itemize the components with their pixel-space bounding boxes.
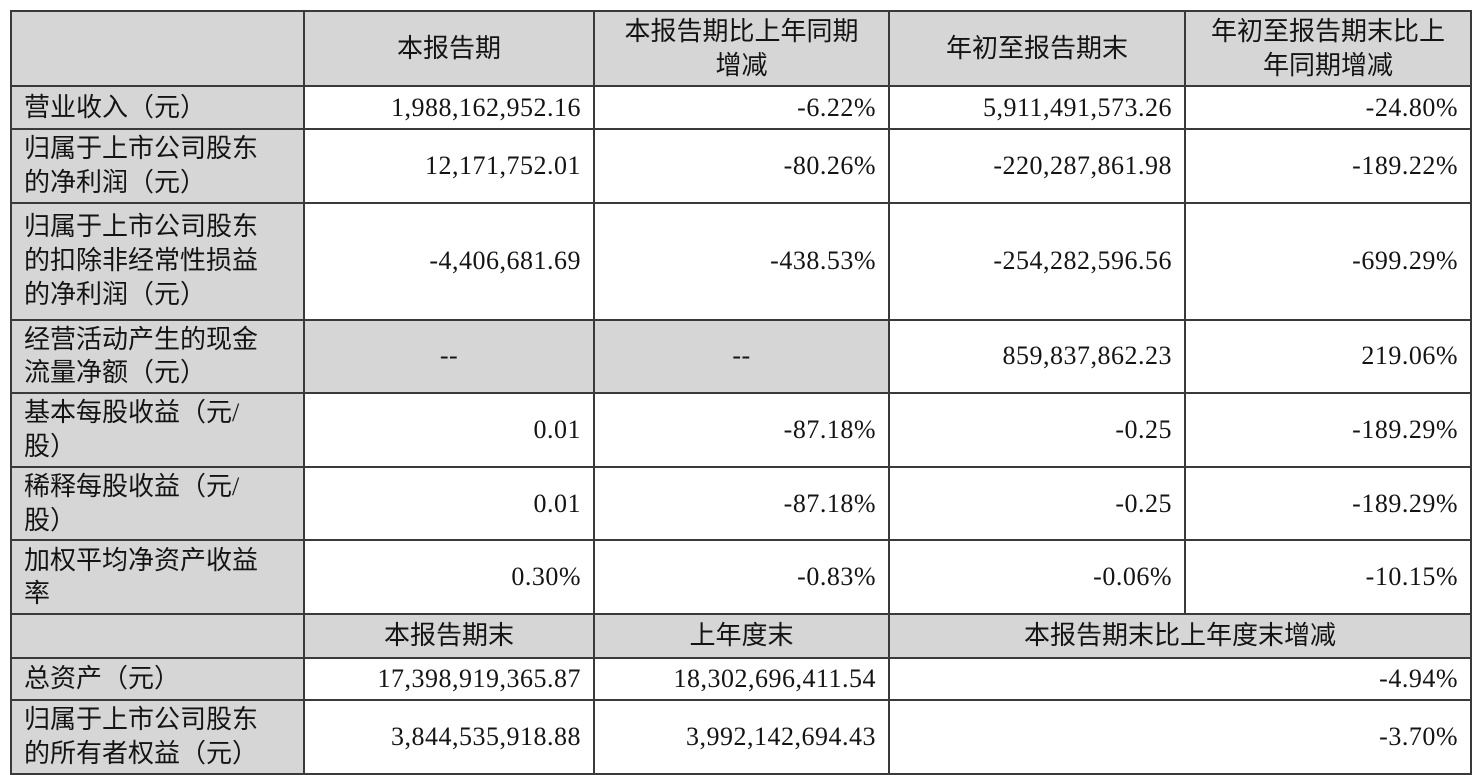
row-label: 稀释每股收益（元/ 股） bbox=[10, 465, 305, 542]
cell-value: 0.01 bbox=[303, 465, 595, 542]
table-row: 归属于上市公司股东 的扣除非经常性损益 的净利润（元） -4,406,681.69… bbox=[10, 201, 1472, 321]
header-cell: 本报告期 bbox=[303, 10, 595, 87]
page: { "table": { "colors": { "shaded_bg": "#… bbox=[0, 10, 1482, 775]
cell-value: -254,282,596.56 bbox=[888, 201, 1186, 321]
cell-value: 17,398,919,365.87 bbox=[303, 657, 595, 702]
cell-value: 3,992,142,694.43 bbox=[593, 699, 890, 775]
row-label: 归属于上市公司股东 的所有者权益（元） bbox=[10, 699, 305, 775]
table-row: 总资产（元） 17,398,919,365.87 18,302,696,411.54… bbox=[10, 657, 1472, 702]
header-corner-cell bbox=[10, 613, 305, 660]
table-row: 归属于上市公司股东 的所有者权益（元） 3,844,535,918.88 3,992… bbox=[10, 699, 1472, 775]
cell-value: -4.94% bbox=[888, 657, 1472, 702]
header-cell: 本报告期比上年同期 增减 bbox=[593, 10, 890, 87]
cell-value: 12,171,752.01 bbox=[303, 128, 595, 204]
table-row: 归属于上市公司股东 的净利润（元） 12,171,752.01 -80.26% -22… bbox=[10, 128, 1472, 204]
table-row: 稀释每股收益（元/ 股） 0.01 -87.18% -0.25 -189.29% bbox=[10, 465, 1472, 542]
cell-value: -4,406,681.69 bbox=[303, 201, 595, 321]
header-cell: 年初至报告期末比上 年同期增减 bbox=[1184, 10, 1472, 87]
row-label: 加权平均净资产收益 率 bbox=[10, 539, 305, 616]
cell-value: -220,287,861.98 bbox=[888, 128, 1186, 204]
table-row: 基本每股收益（元/ 股） 0.01 -87.18% -0.25 -189.29% bbox=[10, 392, 1472, 468]
cell-value: 3,844,535,918.88 bbox=[303, 699, 595, 775]
row-label: 归属于上市公司股东 的净利润（元） bbox=[10, 128, 305, 204]
header-row-1: 本报告期 本报告期比上年同期 增减 年初至报告期末 年初至报告期末比上 年同期增减 bbox=[10, 10, 1472, 87]
cell-value: 219.06% bbox=[1184, 318, 1472, 395]
row-label: 基本每股收益（元/ 股） bbox=[10, 392, 305, 468]
table-row: 经营活动产生的现金 流量净额（元） -- -- 859,837,862.23 219.0… bbox=[10, 318, 1472, 395]
cell-value: -10.15% bbox=[1184, 539, 1472, 616]
cell-value: 859,837,862.23 bbox=[888, 318, 1186, 395]
cell-value: -80.26% bbox=[593, 128, 890, 204]
cell-value: -- bbox=[593, 318, 890, 395]
header-cell: 上年度末 bbox=[593, 613, 890, 660]
header-row-2: 本报告期末 上年度末 本报告期末比上年度末增减 bbox=[10, 613, 1472, 660]
financial-summary-table-body: 本报告期 本报告期比上年同期 增减 年初至报告期末 年初至报告期末比上 年同期增减 营业… bbox=[10, 10, 1472, 775]
cell-value: -189.29% bbox=[1184, 392, 1472, 468]
cell-value: -438.53% bbox=[593, 201, 890, 321]
cell-value: -- bbox=[303, 318, 595, 395]
row-label: 经营活动产生的现金 流量净额（元） bbox=[10, 318, 305, 395]
cell-value: -0.25 bbox=[888, 465, 1186, 542]
header-cell: 本报告期末比上年度末增减 bbox=[888, 613, 1472, 660]
cell-value: 1,988,162,952.16 bbox=[303, 85, 595, 130]
cell-value: -699.29% bbox=[1184, 201, 1472, 321]
cell-value: -6.22% bbox=[593, 85, 890, 130]
financial-summary-table: 本报告期 本报告期比上年同期 增减 年初至报告期末 年初至报告期末比上 年同期增减 营业… bbox=[10, 10, 1472, 775]
header-corner-cell bbox=[10, 10, 305, 87]
cell-value: -87.18% bbox=[593, 392, 890, 468]
row-label: 营业收入（元） bbox=[10, 85, 305, 130]
cell-value: 18,302,696,411.54 bbox=[593, 657, 890, 702]
table-row: 加权平均净资产收益 率 0.30% -0.83% -0.06% -10.15% bbox=[10, 539, 1472, 616]
table-row: 营业收入（元） 1,988,162,952.16 -6.22% 5,911,491,5… bbox=[10, 85, 1472, 130]
cell-value: -24.80% bbox=[1184, 85, 1472, 130]
cell-value: -0.06% bbox=[888, 539, 1186, 616]
cell-value: -0.25 bbox=[888, 392, 1186, 468]
cell-value: -3.70% bbox=[888, 699, 1472, 775]
cell-value: -87.18% bbox=[593, 465, 890, 542]
cell-value: 0.30% bbox=[303, 539, 595, 616]
row-label: 归属于上市公司股东 的扣除非经常性损益 的净利润（元） bbox=[10, 201, 305, 321]
header-cell: 年初至报告期末 bbox=[888, 10, 1186, 87]
cell-value: 0.01 bbox=[303, 392, 595, 468]
cell-value: -0.83% bbox=[593, 539, 890, 616]
header-cell: 本报告期末 bbox=[303, 613, 595, 660]
cell-value: 5,911,491,573.26 bbox=[888, 85, 1186, 130]
cell-value: -189.29% bbox=[1184, 465, 1472, 542]
row-label: 总资产（元） bbox=[10, 657, 305, 702]
cell-value: -189.22% bbox=[1184, 128, 1472, 204]
